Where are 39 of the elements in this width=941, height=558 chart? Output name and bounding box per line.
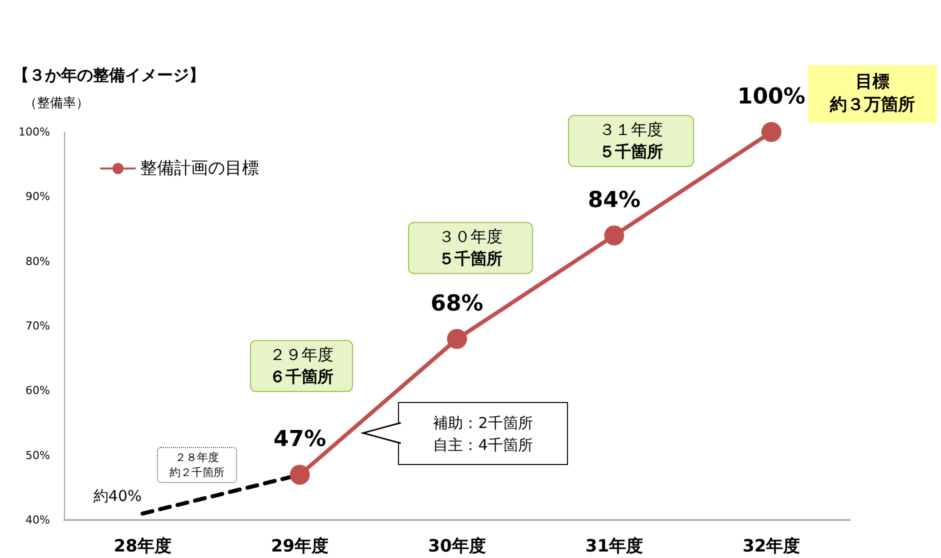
chart-title: 【３か年の整備イメージ】 [13, 66, 205, 84]
note-box: ２９年度 ６千箇所 [250, 340, 353, 392]
annotation: 自主：4千箇所 [433, 434, 533, 456]
x-tick-label: 31年度 [585, 536, 644, 556]
annotation: ２９年度 [270, 344, 334, 366]
annotation: ５千箇所 [599, 141, 663, 163]
y-tick-label: 80% [26, 254, 50, 268]
legend-label: 整備計画の目標 [140, 158, 259, 178]
y-tick-label: 90% [26, 190, 50, 204]
annotation: ２８年度 [175, 450, 219, 465]
annotation: 約２千箇所 [170, 465, 224, 480]
x-tick-label: 28年度 [114, 536, 172, 556]
note-box: ３０年度 ５千箇所 [408, 222, 533, 274]
note-box: ３１年度 ５千箇所 [568, 115, 694, 167]
note-box: ２８年度 約２千箇所 [157, 447, 237, 483]
y-tick-label: 70% [26, 320, 50, 332]
annotation: 補助：2千箇所 [433, 412, 533, 434]
data-label: 68% [430, 291, 484, 316]
point [447, 328, 467, 349]
annotation: ６千箇所 [270, 366, 334, 388]
x-tick-label: 32年度 [742, 536, 800, 556]
data-label: 100% [737, 84, 806, 110]
point [290, 464, 310, 485]
annotation: ３１年度 [599, 119, 663, 141]
annotation: 約40% [93, 487, 142, 506]
data-label: 84% [588, 188, 641, 213]
annotation: ５千箇所 [438, 248, 502, 270]
point [604, 225, 624, 246]
y-tick-label: 60% [26, 384, 50, 398]
y-tick-label: 50% [26, 448, 50, 462]
y-tick-label: 100% [18, 126, 50, 138]
x-tick-label: 29年度 [270, 536, 329, 556]
y-tick-label: 40% [26, 514, 50, 526]
annotation: ３０年度 [438, 226, 502, 248]
y-axis-title: （整備率） [24, 95, 89, 111]
note-box: 目標 約３万箇所 [808, 65, 937, 123]
point [761, 122, 782, 142]
data-label: 47% [273, 427, 326, 452]
x-tick-label: 30年度 [428, 536, 486, 556]
